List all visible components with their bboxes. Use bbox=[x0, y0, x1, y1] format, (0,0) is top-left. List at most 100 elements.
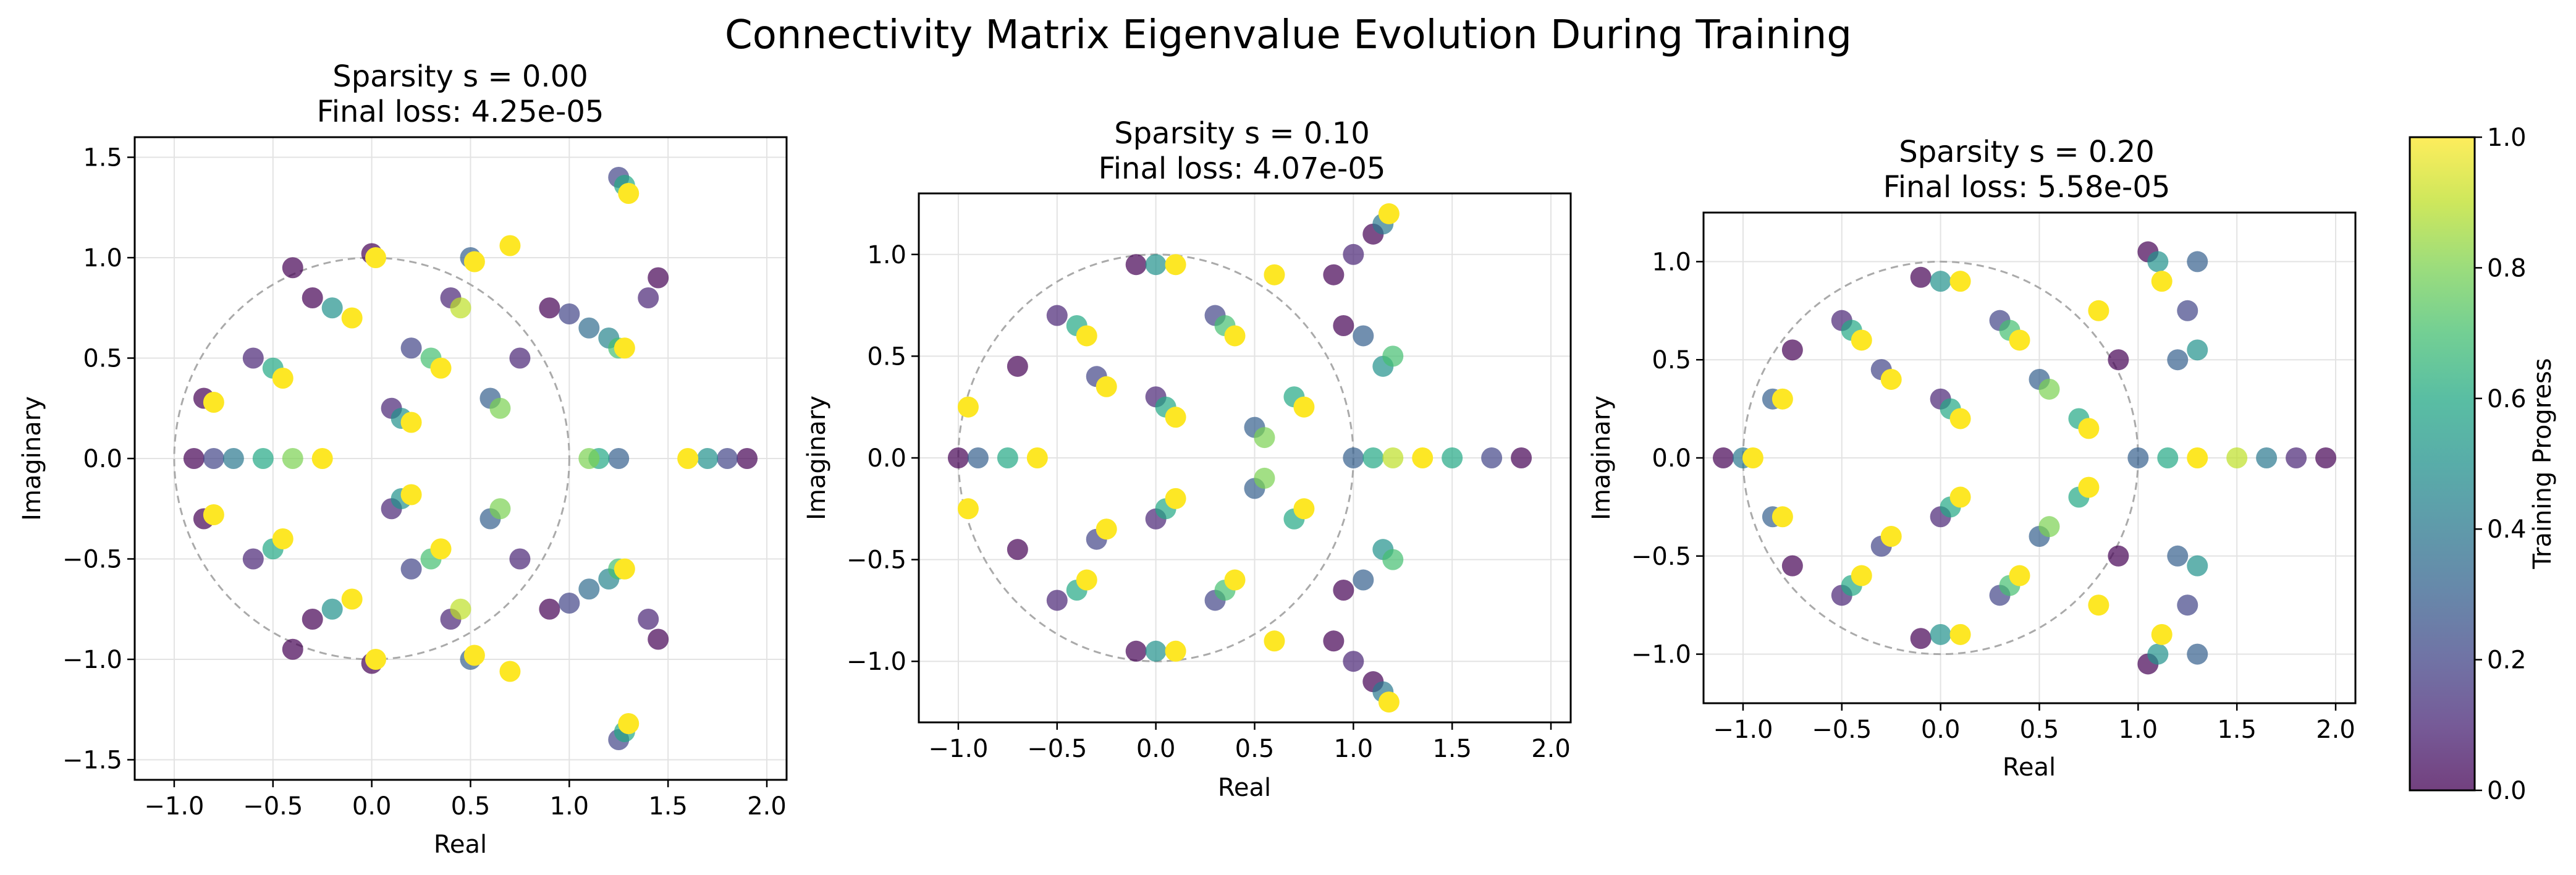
eigenvalue-point bbox=[321, 598, 343, 620]
eigenvalue-point bbox=[539, 598, 560, 620]
colorbar-tick-label: 1.0 bbox=[2487, 124, 2527, 152]
eigenvalue-point bbox=[638, 287, 659, 308]
x-tick-label: 0.5 bbox=[1235, 735, 1275, 763]
eigenvalue-point bbox=[463, 251, 485, 273]
colorbar-ticks: 0.0 0.2 0.4 0.6 0.8 1.0 bbox=[2475, 124, 2527, 805]
colorbar: 0.0 0.2 0.4 0.6 0.8 1.0 Training Progress bbox=[2409, 124, 2557, 805]
x-tick-label: −1.0 bbox=[928, 735, 988, 763]
eigenvalue-point bbox=[1076, 325, 1097, 347]
eigenvalue-point bbox=[1378, 203, 1400, 224]
eigenvalue-point bbox=[1362, 447, 1384, 468]
eigenvalue-point bbox=[282, 257, 303, 279]
eigenvalue-point bbox=[1264, 264, 1285, 285]
eigenvalue-point bbox=[2108, 545, 2129, 567]
eigenvalue-point bbox=[2078, 476, 2100, 498]
eigenvalue-point bbox=[1293, 396, 1315, 418]
x-tick-label: 0.5 bbox=[451, 792, 491, 821]
eigenvalue-point bbox=[1880, 526, 1902, 547]
eigenvalue-point bbox=[282, 638, 303, 660]
eigenvalue-point bbox=[618, 183, 640, 204]
eigenvalue-point bbox=[997, 447, 1018, 468]
eigenvalue-point bbox=[1949, 486, 1971, 508]
eigenvalue-point bbox=[2315, 447, 2337, 468]
eigenvalue-point bbox=[648, 267, 669, 289]
figure-title: Connectivity Matrix Eigenvalue Evolution… bbox=[725, 12, 1852, 58]
eigenvalue-point bbox=[1949, 408, 1971, 429]
eigenvalue-point bbox=[1930, 271, 1951, 292]
eigenvalue-point bbox=[2187, 251, 2208, 273]
y-tick-label: −0.5 bbox=[1631, 543, 1691, 571]
panel-2-x-ticks: −1.0 −0.5 0.0 0.5 1.0 1.5 2.0 bbox=[928, 722, 1571, 763]
eigenvalue-point bbox=[1851, 565, 1872, 586]
panel-1-y-ticks: −1.5 −1.0 −0.5 0.0 0.5 1.0 1.5 bbox=[62, 144, 135, 775]
x-tick-label: 2.0 bbox=[2316, 716, 2355, 744]
eigenvalue-point bbox=[559, 593, 580, 614]
eigenvalue-point bbox=[1007, 539, 1028, 560]
eigenvalue-point bbox=[1026, 447, 1048, 468]
y-tick-label: 1.0 bbox=[1652, 248, 1691, 276]
eigenvalue-point bbox=[1353, 325, 1374, 347]
eigenvalue-point bbox=[618, 713, 640, 734]
eigenvalue-point bbox=[203, 392, 224, 413]
eigenvalue-point bbox=[1781, 555, 1803, 577]
colorbar-tick-label: 0.8 bbox=[2487, 254, 2527, 282]
eigenvalue-point bbox=[252, 448, 274, 469]
eigenvalue-point bbox=[1333, 580, 1354, 601]
colorbar-gradient bbox=[2410, 137, 2475, 790]
eigenvalue-point bbox=[559, 303, 580, 324]
eigenvalue-point bbox=[1382, 447, 1404, 468]
eigenvalue-point bbox=[1781, 339, 1803, 361]
eigenvalue-point bbox=[430, 357, 452, 379]
panel-2-x-axis-label: Real bbox=[1218, 774, 1271, 802]
eigenvalue-point bbox=[1293, 498, 1315, 520]
eigenvalue-point bbox=[1382, 549, 1404, 570]
eigenvalue-point bbox=[1949, 271, 1971, 292]
eigenvalue-point bbox=[614, 337, 635, 359]
eigenvalue-point bbox=[1930, 623, 1951, 645]
eigenvalue-point bbox=[648, 628, 669, 650]
panel-2-y-axis-label: Imaginary bbox=[803, 395, 831, 520]
x-tick-label: 1.0 bbox=[2119, 716, 2158, 744]
eigenvalue-point bbox=[2187, 643, 2208, 665]
eigenvalue-point bbox=[957, 396, 979, 418]
eigenvalue-point bbox=[2167, 349, 2189, 371]
eigenvalue-point bbox=[1125, 254, 1147, 276]
eigenvalue-point bbox=[1378, 691, 1400, 713]
eigenvalue-point bbox=[450, 297, 471, 319]
y-tick-label: 1.5 bbox=[83, 144, 122, 172]
eigenvalue-point bbox=[1481, 447, 1503, 468]
eigenvalue-point bbox=[2088, 594, 2109, 616]
x-tick-label: −0.5 bbox=[243, 792, 303, 821]
panel-1-title-line1: Sparsity s = 0.00 bbox=[332, 59, 588, 94]
colorbar-frame bbox=[2409, 136, 2476, 792]
eigenvalue-point bbox=[2038, 516, 2060, 538]
eigenvalue-point bbox=[203, 504, 224, 525]
colorbar-tick-label: 0.6 bbox=[2487, 385, 2527, 413]
eigenvalue-point bbox=[2286, 447, 2307, 468]
eigenvalue-point bbox=[341, 307, 363, 329]
eigenvalue-point bbox=[2226, 447, 2248, 468]
eigenvalue-point bbox=[1333, 315, 1354, 336]
eigenvalue-point bbox=[302, 609, 323, 630]
y-tick-label: 0.5 bbox=[1652, 346, 1691, 374]
eigenvalue-point bbox=[1949, 623, 1971, 645]
eigenvalue-point bbox=[1343, 651, 1364, 672]
y-tick-label: 0.5 bbox=[867, 342, 906, 371]
eigenvalue-point bbox=[2009, 329, 2030, 351]
panel-2-scatter bbox=[947, 203, 1532, 713]
eigenvalue-point bbox=[608, 448, 630, 469]
panel-1-x-ticks: −1.0 −0.5 0.0 0.5 1.0 1.5 2.0 bbox=[144, 780, 787, 821]
eigenvalue-point bbox=[282, 448, 303, 469]
eigenvalue-point bbox=[302, 287, 323, 308]
x-tick-label: 1.0 bbox=[550, 792, 589, 821]
eigenvalue-point bbox=[1772, 506, 1793, 528]
eigenvalue-point bbox=[2147, 251, 2169, 273]
eigenvalue-point bbox=[614, 558, 635, 580]
eigenvalue-point bbox=[1880, 368, 1902, 390]
panel-1-y-axis-label: Imaginary bbox=[18, 396, 46, 521]
eigenvalue-point bbox=[222, 448, 244, 469]
eigenvalue-point bbox=[489, 498, 511, 520]
y-tick-label: 1.0 bbox=[867, 241, 906, 269]
eigenvalue-point bbox=[1165, 488, 1186, 509]
panel-3-scatter bbox=[1712, 241, 2337, 675]
